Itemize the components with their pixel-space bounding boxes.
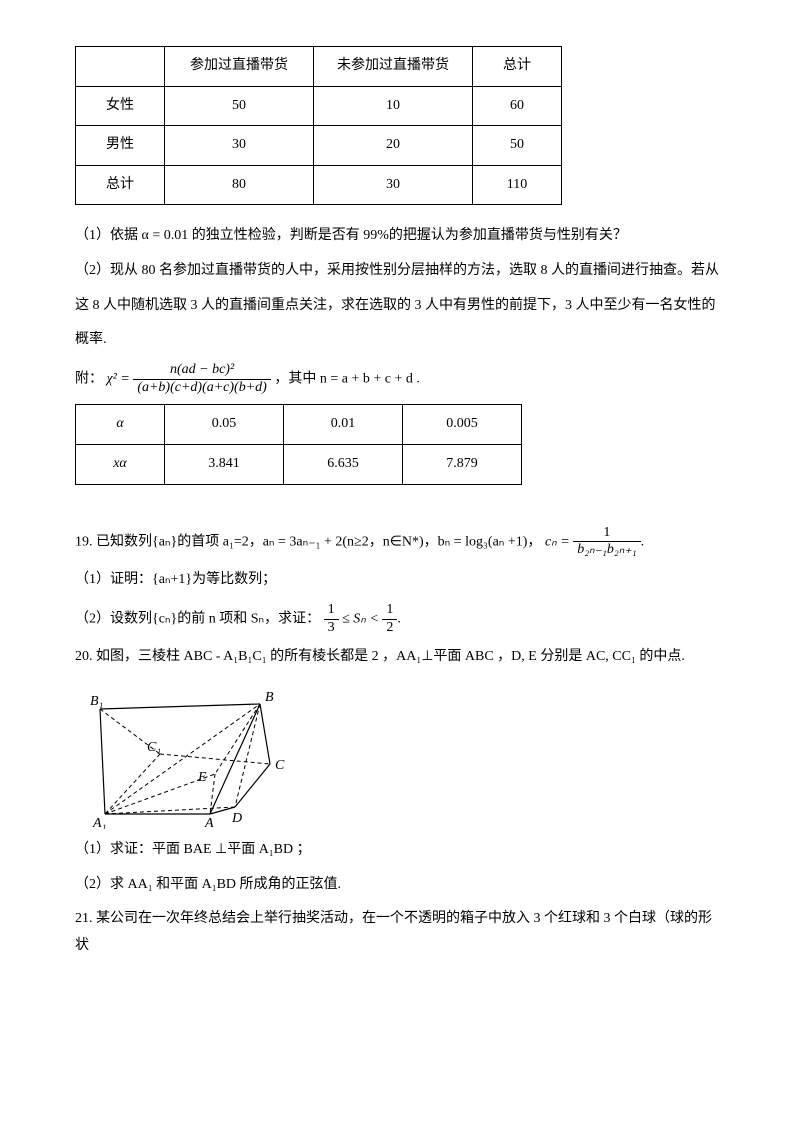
cn-lhs: cₙ = bbox=[545, 534, 570, 549]
td: 50 bbox=[165, 86, 314, 126]
alpha-table: α 0.05 0.01 0.005 xα 3.841 6.635 7.879 bbox=[75, 404, 522, 484]
label-B: B bbox=[265, 690, 274, 705]
td: 总计 bbox=[76, 165, 165, 205]
chi-sq-lhs: χ² = bbox=[107, 371, 130, 386]
table-row: xα 3.841 6.635 7.879 bbox=[76, 444, 522, 484]
td: 0.005 bbox=[403, 405, 522, 445]
q20-part2: （2）求 AA₁ 和平面 A₁BD 所成角的正弦值. bbox=[75, 872, 719, 899]
td: 50 bbox=[473, 126, 562, 166]
label-C: C bbox=[275, 758, 285, 773]
table-row: 女性 50 10 60 bbox=[76, 86, 562, 126]
td: 20 bbox=[314, 126, 473, 166]
appendix-label: 附： bbox=[75, 371, 103, 386]
table-row: 总计 80 30 110 bbox=[76, 165, 562, 205]
td: 110 bbox=[473, 165, 562, 205]
prism-diagram: B₁ B C₁ C E D A₁ A bbox=[75, 679, 305, 829]
frac-den: 2 bbox=[382, 620, 397, 637]
frac-num: 1 bbox=[324, 602, 339, 620]
td: 30 bbox=[314, 165, 473, 205]
formula-tail: ，其中 n = a + b + c + d . bbox=[274, 371, 420, 386]
td: 80 bbox=[165, 165, 314, 205]
question-part-2b: 这 8 人中随机选取 3 人的直播间重点关注，求在选取的 3 人中有男性的前提下… bbox=[75, 293, 719, 320]
frac-den: 3 bbox=[324, 620, 339, 637]
th bbox=[76, 47, 165, 87]
question-part-2c: 概率. bbox=[75, 327, 719, 354]
td: α bbox=[76, 405, 165, 445]
q19-p2a: （2）设数列{cₙ}的前 n 项和 Sₙ，求证： bbox=[75, 611, 320, 626]
frac-den: b₂ₙ₋₁b₂ₙ₊₁ bbox=[573, 542, 640, 559]
contingency-table: 参加过直播带货 未参加过直播带货 总计 女性 50 10 60 男性 30 20… bbox=[75, 46, 562, 205]
label-A1: A₁ bbox=[92, 816, 106, 829]
q19-part1: （1）证明：{aₙ+1}为等比数列； bbox=[75, 567, 719, 594]
label-B1: B₁ bbox=[90, 694, 103, 709]
q19-stem-a: 19. 已知数列{aₙ}的首项 a₁=2，aₙ = 3aₙ₋₁ + 2(n≥2，… bbox=[75, 534, 541, 549]
table-row: 男性 30 20 50 bbox=[76, 126, 562, 166]
td: xα bbox=[76, 444, 165, 484]
table-row: 参加过直播带货 未参加过直播带货 总计 bbox=[76, 47, 562, 87]
td: 10 bbox=[314, 86, 473, 126]
q19-p2-tail: . bbox=[397, 611, 401, 626]
label-A: A bbox=[204, 816, 214, 829]
q19-mid: ≤ Sₙ < bbox=[342, 611, 382, 626]
td: 0.01 bbox=[284, 405, 403, 445]
q21-stem: 21. 某公司在一次年终总结会上举行抽奖活动，在一个不透明的箱子中放入 3 个红… bbox=[75, 906, 719, 959]
q19-part2: （2）设数列{cₙ}的前 n 项和 Sₙ，求证： 1 3 ≤ Sₙ < 1 2 … bbox=[75, 602, 719, 637]
td: 男性 bbox=[76, 126, 165, 166]
question-part-1: （1）依据 α = 0.01 的独立性检验，判断是否有 99%的把握认为参加直播… bbox=[75, 223, 719, 250]
label-E: E bbox=[197, 770, 207, 785]
td: 女性 bbox=[76, 86, 165, 126]
question-part-2a: （2）现从 80 名参加过直播带货的人中，采用按性别分层抽样的方法，选取 8 人… bbox=[75, 258, 719, 285]
appendix-formula: 附： χ² = n(ad − bc)² (a+b)(c+d)(a+c)(b+d)… bbox=[75, 362, 719, 397]
td: 0.05 bbox=[165, 405, 284, 445]
frac-1-2: 1 2 bbox=[382, 602, 397, 637]
frac-num: 1 bbox=[573, 525, 640, 543]
q20-part1: （1）求证：平面 BAE ⊥平面 A₁BD ； bbox=[75, 837, 719, 864]
th: 参加过直播带货 bbox=[165, 47, 314, 87]
label-D: D bbox=[231, 811, 242, 826]
frac-1-3: 1 3 bbox=[324, 602, 339, 637]
td: 30 bbox=[165, 126, 314, 166]
frac-num: 1 bbox=[382, 602, 397, 620]
frac-num: n(ad − bc)² bbox=[133, 362, 271, 380]
th: 总计 bbox=[473, 47, 562, 87]
td: 3.841 bbox=[165, 444, 284, 484]
frac-den: (a+b)(c+d)(a+c)(b+d) bbox=[133, 380, 271, 397]
label-C1: C₁ bbox=[147, 740, 161, 755]
th: 未参加过直播带货 bbox=[314, 47, 473, 87]
chi-sq-fraction: n(ad − bc)² (a+b)(c+d)(a+c)(b+d) bbox=[133, 362, 271, 397]
cn-fraction: 1 b₂ₙ₋₁b₂ₙ₊₁ bbox=[573, 525, 640, 560]
td: 6.635 bbox=[284, 444, 403, 484]
q19-tail: . bbox=[641, 534, 645, 549]
q19-stem: 19. 已知数列{aₙ}的首项 a₁=2，aₙ = 3aₙ₋₁ + 2(n≥2，… bbox=[75, 525, 719, 560]
td: 60 bbox=[473, 86, 562, 126]
table-row: α 0.05 0.01 0.005 bbox=[76, 405, 522, 445]
td: 7.879 bbox=[403, 444, 522, 484]
q20-stem: 20. 如图，三棱柱 ABC - A₁B₁C₁ 的所有棱长都是 2 ，AA₁⊥平… bbox=[75, 644, 719, 671]
